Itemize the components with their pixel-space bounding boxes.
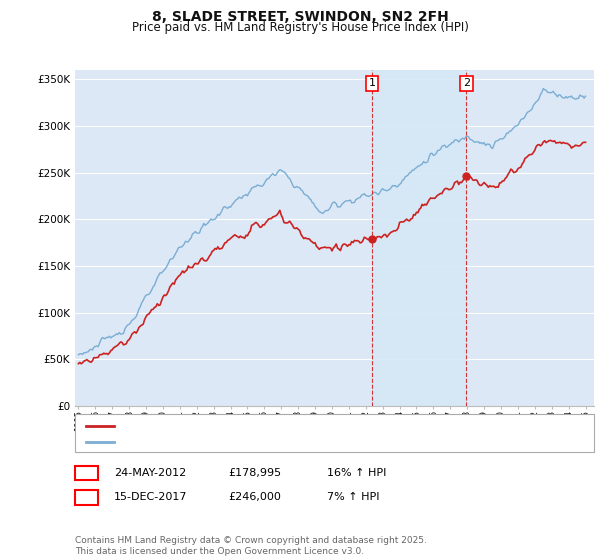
Text: £178,995: £178,995 [228, 468, 281, 478]
Text: 16% ↑ HPI: 16% ↑ HPI [327, 468, 386, 478]
Text: Price paid vs. HM Land Registry's House Price Index (HPI): Price paid vs. HM Land Registry's House … [131, 21, 469, 34]
Text: 8, SLADE STREET, SWINDON, SN2 2FH: 8, SLADE STREET, SWINDON, SN2 2FH [152, 10, 448, 24]
Text: 2: 2 [83, 492, 90, 502]
Text: £246,000: £246,000 [228, 492, 281, 502]
Text: 24-MAY-2012: 24-MAY-2012 [114, 468, 186, 478]
Text: 7% ↑ HPI: 7% ↑ HPI [327, 492, 379, 502]
Text: 15-DEC-2017: 15-DEC-2017 [114, 492, 187, 502]
Text: HPI: Average price, semi-detached house, Swindon: HPI: Average price, semi-detached house,… [120, 437, 404, 447]
Text: 2: 2 [463, 78, 470, 88]
Text: 8, SLADE STREET, SWINDON, SN2 2FH (semi-detached house): 8, SLADE STREET, SWINDON, SN2 2FH (semi-… [120, 421, 467, 431]
Text: 1: 1 [368, 78, 376, 88]
Bar [372, 70, 466, 406]
Text: 1: 1 [83, 468, 90, 478]
Text: Contains HM Land Registry data © Crown copyright and database right 2025.
This d: Contains HM Land Registry data © Crown c… [75, 536, 427, 556]
